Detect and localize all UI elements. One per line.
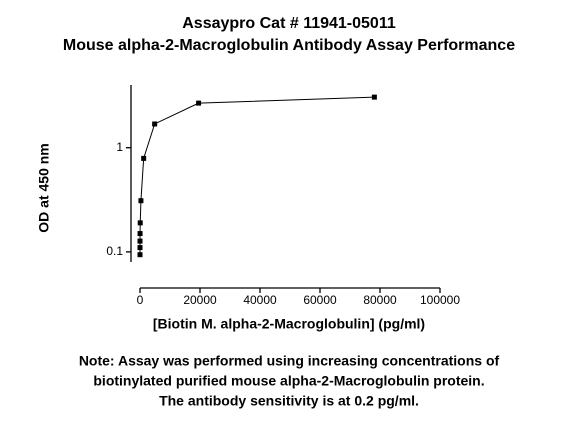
- y-tick-label: 0.1: [106, 244, 123, 258]
- chart-title: Assaypro Cat # 11941-05011: [182, 15, 396, 32]
- marker: [137, 252, 143, 258]
- x-tick-label: 20000: [183, 293, 217, 307]
- x-tick-label: 60000: [303, 293, 337, 307]
- marker: [137, 231, 143, 237]
- marker: [371, 94, 377, 100]
- x-tick-label: 40000: [243, 293, 277, 307]
- marker: [152, 121, 158, 127]
- note: The antibody sensitivity is at 0.2 pg/ml…: [159, 393, 419, 409]
- marker: [196, 100, 202, 106]
- x-tick-label: 80000: [363, 293, 397, 307]
- marker: [137, 245, 143, 251]
- marker: [137, 220, 143, 226]
- note: biotinylated purified mouse alpha-2-Macr…: [93, 373, 484, 389]
- series-line: [139, 96, 375, 255]
- x-tick-label: 100000: [420, 293, 460, 307]
- note: Note: Assay was performed using increasi…: [79, 353, 500, 369]
- x-axis-label: [Biotin M. alpha-2-Macroglobulin] (pg/ml…: [153, 316, 425, 332]
- marker: [137, 238, 143, 244]
- y-axis-label: OD at 450 nm: [36, 143, 52, 232]
- chart-title: Mouse alpha-2-Macroglobulin Antibody Ass…: [63, 37, 515, 54]
- x-tick-label: 0: [137, 293, 144, 307]
- marker: [141, 155, 147, 161]
- marker: [138, 198, 144, 204]
- y-tick-label: 1: [116, 140, 123, 154]
